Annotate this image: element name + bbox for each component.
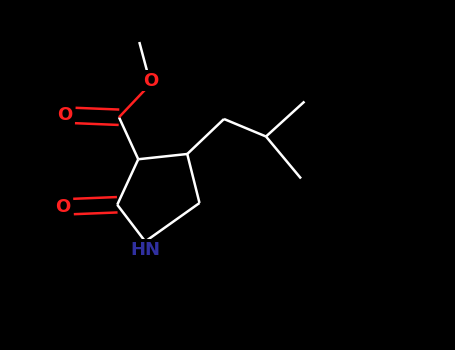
Text: HN: HN [130, 241, 160, 259]
Text: O: O [57, 106, 72, 125]
Text: O: O [56, 197, 71, 216]
Text: O: O [143, 71, 158, 90]
